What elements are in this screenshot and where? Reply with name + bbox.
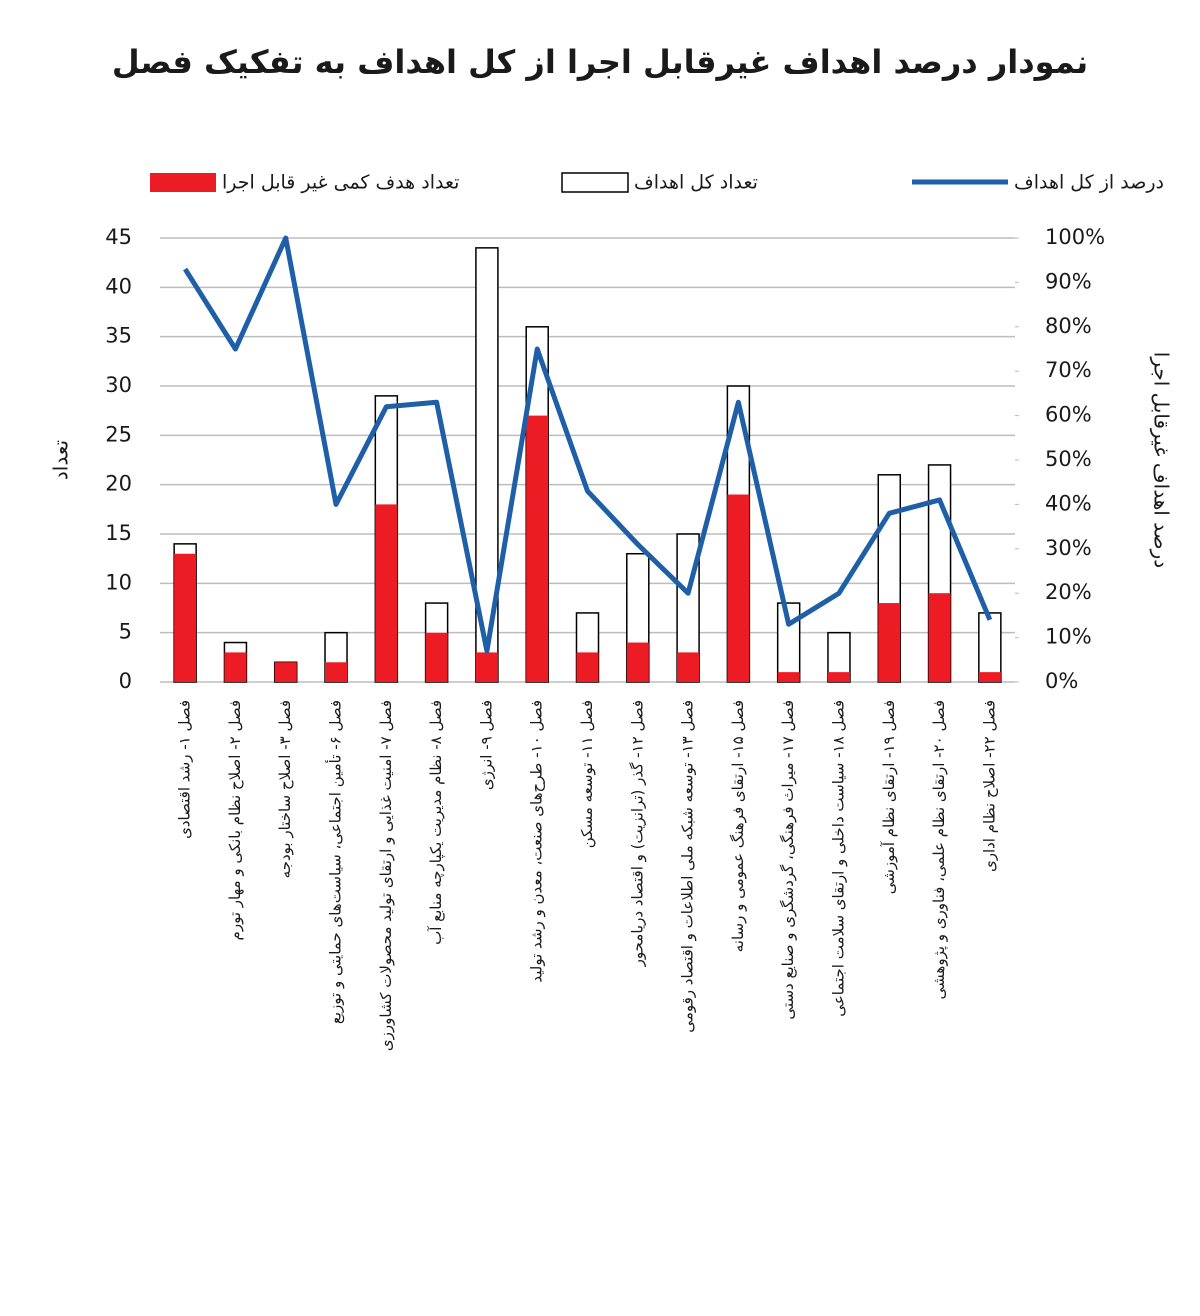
x-tick-label: فصل ۱۹- ارتقای نظام آموزشی [880,700,898,894]
y2-tick-label: 80% [1045,314,1092,338]
legend-label: تعداد هدف کمی غیر قابل اجرا [222,172,459,194]
x-tick-label: فصل ۲۰- ارتقای نظام علمی، فناوری و پژوهش… [930,700,949,999]
x-tick-label: فصل ۱۷- میراث فرهنگی، گردشگری و صنایع دس… [779,700,797,1020]
y2-tick-label: 70% [1045,358,1092,382]
x-tick-label: فصل ۱۵- ارتقای فرهنگ عمومی و رسانه [729,700,747,952]
x-tick-label: فصل ۱۰- طرح‌های صنعت، معدن و رشد تولید [528,700,546,983]
y-tick-label: 20 [105,472,132,496]
bar [475,652,498,682]
y2-axis-title: درصد اهداف غیرقابل اجرا [1150,352,1174,568]
y-tick-label: 45 [105,225,132,249]
line [183,235,993,654]
y-tick-label: 10 [105,570,132,594]
y2-tick-label: 10% [1045,625,1092,649]
bar [978,612,1002,683]
y2-tick-label: 50% [1045,447,1092,471]
bar [827,672,850,682]
y2-tick-label: 40% [1045,491,1092,515]
legend-label: درصد از کل اهداف [1014,172,1164,194]
bar [777,672,800,682]
bar [727,494,750,682]
x-tick-label: فصل ۷- امنیت غذایی و ارتقای تولید محصولا… [377,700,395,1051]
x-tick-label: فصل ۹- انرژی [477,700,495,790]
bar [425,632,448,682]
bar [978,672,1001,682]
x-tick-label: فصل ۶- تأمین اجتماعی، سیاست‌های حمایتی و… [325,700,345,1024]
bar [325,662,348,682]
legend-swatch [561,172,629,193]
y2-tick-label: 30% [1045,536,1092,560]
y2-tick-label: 100% [1045,225,1105,249]
bar [626,642,649,682]
y-tick-label: 30 [105,373,132,397]
x-tick-label: فصل ۸- نظام مدیریت یکپارچه منابع آب [427,700,446,945]
bar [677,652,700,682]
y2-tick-label: 20% [1045,580,1092,604]
legend-swatch [150,173,216,192]
bar [526,415,549,682]
bar [576,652,599,682]
y-tick-label: 25 [105,422,132,446]
bar [274,662,297,682]
bar [878,603,901,682]
bar [174,553,197,682]
x-tick-label: فصل ۲- اصلاح نظام بانکی و مهار تورم [226,700,244,940]
y-tick-label: 35 [105,324,132,348]
y2-tick-label: 60% [1045,403,1092,427]
x-tick-label: فصل ۱۲- گذر (ترانزیت) و اقتصاد دریامحور [628,700,646,967]
y-axis-title: تعداد [49,440,73,480]
chart-title: نمودار درصد اهداف غیرقابل اجرا از کل اهد… [112,43,1088,81]
y2-tick-label: 0% [1045,669,1078,693]
y-tick-label: 40 [105,274,132,298]
x-tick-label: فصل ۱- رشد اقتصادی [176,700,194,839]
y-tick-label: 5 [119,620,132,644]
x-tick-label: فصل ۱۱- توسعه مسکن [578,700,596,848]
x-tick-label: فصل ۳- اصلاح ساختار بودجه [276,700,294,878]
bar [375,504,398,682]
x-tick-label: فصل ۲۲- اصلاح نظام اداری [980,700,998,872]
x-tick-label: فصل ۱۸- سیاست داخلی و ارتقای سلامت اجتما… [829,700,847,1017]
bar [224,652,247,682]
bar [928,593,951,682]
y2-tick-label: 90% [1045,269,1092,293]
x-tick-label: فصل ۱۳- توسعه شبکه ملی اطلاعات و اقتصاد … [679,700,697,1033]
legend-label: تعداد کل اهداف [634,172,758,194]
y-tick-label: 15 [105,521,132,545]
y-tick-label: 0 [119,669,132,693]
